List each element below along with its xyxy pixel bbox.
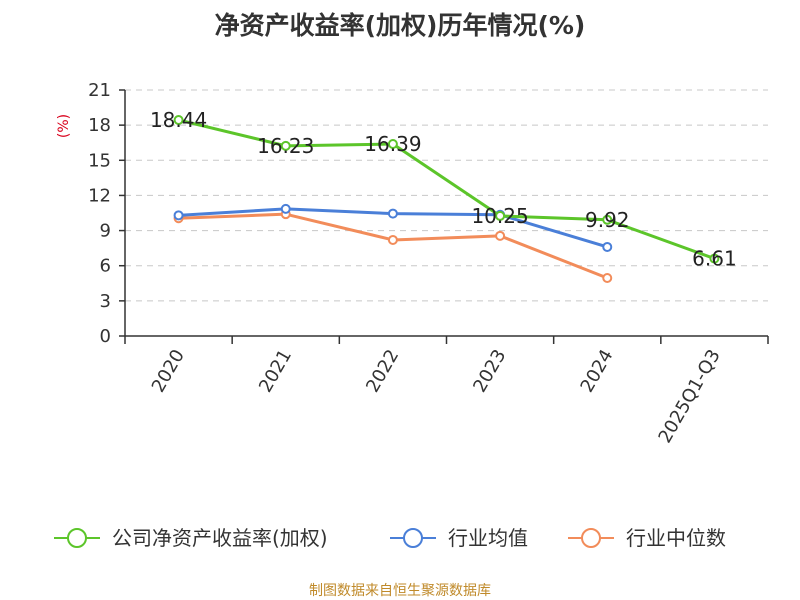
series-0 [173,114,720,264]
y-tick-label: 9 [100,221,111,242]
source-note: 制图数据来自恒生聚源数据库 [309,583,491,599]
data-point[interactable] [173,114,184,125]
data-point[interactable] [602,241,613,252]
data-point[interactable] [173,210,184,221]
y-tick-label: 21 [88,80,111,101]
x-tick-label: 2020 [148,346,189,396]
legend-label: 行业中位数 [626,526,726,550]
y-tick-label: 15 [88,150,111,171]
y-tick-label: 0 [100,326,111,347]
data-label: 16.39 [364,132,421,156]
data-label: 6.61 [692,247,737,271]
x-tick-label: 2024 [576,346,617,396]
chart-title: 净资产收益率(加权)历年情况(%) [215,11,586,40]
x-tick-label: 2022 [362,346,403,396]
data-label: 10.25 [471,204,528,228]
legend-item-0[interactable]: 公司净资产收益率(加权) [54,526,328,550]
grid [125,89,768,302]
legend-item-2[interactable]: 行业中位数 [568,526,726,550]
series-2 [173,209,613,284]
data-label: 9.92 [585,208,630,232]
series-line [178,118,715,260]
series-layer [173,114,720,284]
axes: 0 3 6 9 12 15 18 21 2020 2021 2022 2023 2024 2025Q1-Q… [88,80,769,447]
data-point[interactable] [387,234,398,245]
data-label: 18.44 [150,108,207,132]
y-tick-label: 6 [100,256,111,277]
legend-marker [67,528,87,548]
y-tick-label: 18 [88,115,111,136]
data-point[interactable] [602,273,613,284]
y-tick-label: 3 [100,291,111,312]
data-label: 16.23 [257,134,314,158]
x-tick-label: 2023 [469,346,510,396]
data-point[interactable] [280,140,291,151]
data-point[interactable] [280,203,291,214]
data-point[interactable] [602,214,613,225]
legend-item-1[interactable]: 行业均值 [390,526,528,550]
x-tick-label: 2021 [255,346,296,396]
legend-label: 公司净资产收益率(加权) [112,526,328,550]
legend[interactable]: 公司净资产收益率(加权) 行业均值 行业中位数 [54,526,726,550]
data-point[interactable] [387,208,398,219]
data-point[interactable] [495,210,506,221]
data-labels: 18.44 16.23 16.39 10.25 9.92 6.61 [150,108,737,271]
x-tick-label: 2025Q1-Q3 [654,346,724,447]
data-point[interactable] [495,230,506,241]
data-point[interactable] [387,139,398,150]
data-point[interactable] [709,253,720,264]
legend-marker [581,528,601,548]
y-axis-label: (%) [56,114,72,138]
legend-label: 行业均值 [448,526,528,550]
y-tick-label: 12 [88,185,111,206]
series-line [178,212,608,280]
legend-marker [403,528,423,548]
